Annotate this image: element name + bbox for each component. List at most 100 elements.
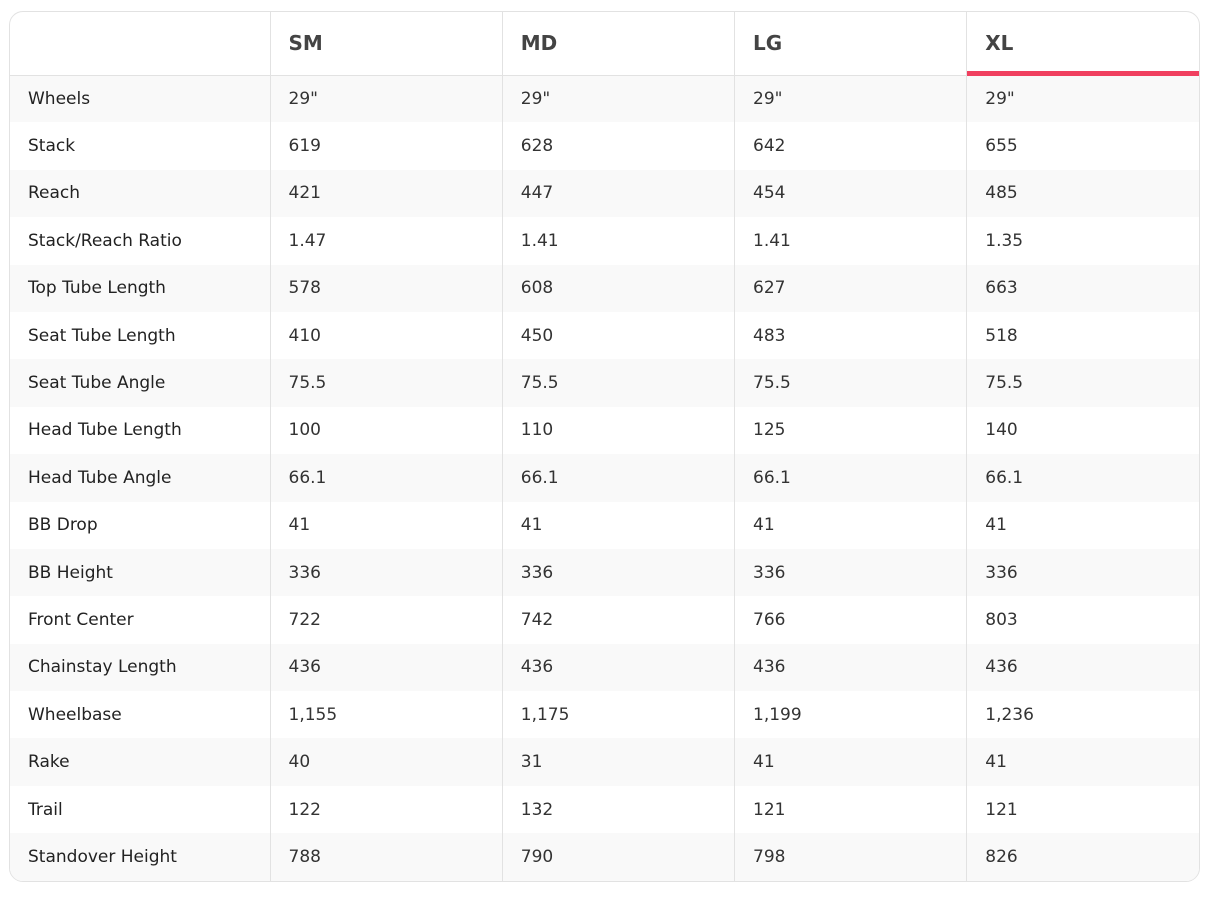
cell-value: 29" [501,75,735,123]
cell-value: 29" [966,75,1199,123]
cell-value: 336 [733,548,967,597]
cell-value: 41 [269,501,503,549]
cell-value: 121 [966,785,1199,834]
cell-value: 608 [501,264,735,312]
cell-value: 66.1 [733,454,967,502]
row-label: Reach [10,169,270,218]
cell-value: 578 [269,264,503,312]
cell-value: 485 [966,169,1199,218]
size-tab-sm[interactable]: SM [269,12,503,76]
cell-value: 1,155 [269,691,503,739]
table-row: Seat Tube Angle 75.5 75.5 75.5 75.5 [10,359,1199,407]
cell-value: 410 [269,311,503,360]
table-row: Wheels 29" 29" 29" 29" [10,75,1199,123]
row-label: Stack/Reach Ratio [28,230,182,251]
table-row: Stack/Reach Ratio 1.47 1.41 1.41 1.35 [10,217,1199,265]
row-label: BB Drop [28,515,98,536]
row-label: Trail [28,799,63,820]
cell-value: 75.5 [733,359,967,407]
row-label: Chainstay Length [10,643,270,692]
cell-value: 436 [501,643,735,692]
cell-value: 436 [966,643,1199,692]
cell-value: 663 [966,264,1199,312]
row-label: Top Tube Length [10,264,270,312]
cell-value: 75.5 [966,359,1199,407]
cell-value: 41 [501,501,735,549]
size-tab-lg[interactable]: LG [733,12,967,76]
cell-value: 140 [966,406,1199,455]
cell-value: 788 [269,833,503,881]
cell-value: 66.1 [269,454,503,502]
cell-value: 110 [501,406,735,455]
cell-value: 619 [269,122,503,170]
cell-value: 628 [501,122,735,170]
table-row: Chainstay Length 436 436 436 436 [10,643,1199,692]
table-row: Stack 619 628 642 655 [10,122,1199,170]
table-row: Seat Tube Length 410 450 483 518 [10,311,1199,360]
table-row: BB Drop 41 41 41 41 [10,501,1199,549]
row-label: Rake [10,738,270,786]
cell-value: 1.35 [966,217,1199,265]
cell-value: 447 [501,169,735,218]
cell-value: 41 [966,738,1199,786]
table-row: Top Tube Length 578 608 627 663 [10,264,1199,312]
cell-value: 75.5 [269,359,503,407]
cell-value: 766 [733,596,967,644]
cell-value: 122 [269,785,503,834]
cell-value: 336 [269,548,503,597]
size-tab-md[interactable]: MD [501,12,735,76]
cell-value: 40 [269,738,503,786]
cell-value: 742 [501,596,735,644]
cell-value: 121 [733,785,967,834]
cell-value: 100 [269,406,503,455]
cell-value: 132 [501,785,735,834]
cell-value: 450 [501,311,735,360]
table-row: Rake 40 31 41 41 [10,738,1199,786]
table-row: Head Tube Angle 66.1 66.1 66.1 66.1 [10,454,1199,502]
cell-value: 655 [966,122,1199,170]
cell-value: 1.47 [269,217,503,265]
cell-value: 627 [733,264,967,312]
cell-value: 421 [269,169,503,218]
cell-value: 29" [733,75,967,123]
cell-value: 41 [733,501,967,549]
cell-value: 29" [269,75,503,123]
cell-value: 1,175 [501,691,735,739]
table-row: Trail 122 132 121 121 [10,785,1199,834]
cell-value: 66.1 [501,454,735,502]
cell-value: 66.1 [966,454,1199,502]
table-row: Wheelbase 1,155 1,175 1,199 1,236 [10,691,1199,739]
cell-value: 1.41 [501,217,735,265]
cell-value: 125 [733,406,967,455]
table-row: Reach 421 447 454 485 [10,169,1199,218]
cell-value: 790 [501,833,735,881]
cell-value: 722 [269,596,503,644]
cell-value: 436 [733,643,967,692]
row-label: Front Center [28,609,134,630]
cell-value: 1.41 [733,217,967,265]
row-label: Head Tube Angle [10,454,270,502]
cell-value: 826 [966,833,1199,881]
cell-value: 336 [966,548,1199,597]
cell-value: 31 [501,738,735,786]
row-label: Wheels [10,75,270,123]
cell-value: 1,236 [966,691,1199,739]
cell-value: 336 [501,548,735,597]
row-label: Head Tube Length [28,420,182,441]
row-label: BB Height [10,548,270,597]
table-row: Standover Height 788 790 798 826 [10,833,1199,881]
cell-value: 75.5 [501,359,735,407]
cell-value: 483 [733,311,967,360]
cell-value: 1,199 [733,691,967,739]
row-label: Standover Height [10,833,270,881]
geometry-table: SM MD LG XL Wheels 29" 29" 29" 29" Stack 619 628 64… [10,12,1199,881]
row-label: Stack [28,136,76,157]
cell-value: 803 [966,596,1199,644]
size-tab-xl[interactable]: XL [966,12,1199,76]
header-row: SM MD LG XL [10,12,1199,76]
cell-value: 454 [733,169,967,218]
row-label: Wheelbase [28,704,122,725]
cell-value: 642 [733,122,967,170]
table-row: Head Tube Length 100 110 125 140 [10,406,1199,455]
table-row: Front Center 722 742 766 803 [10,596,1199,644]
